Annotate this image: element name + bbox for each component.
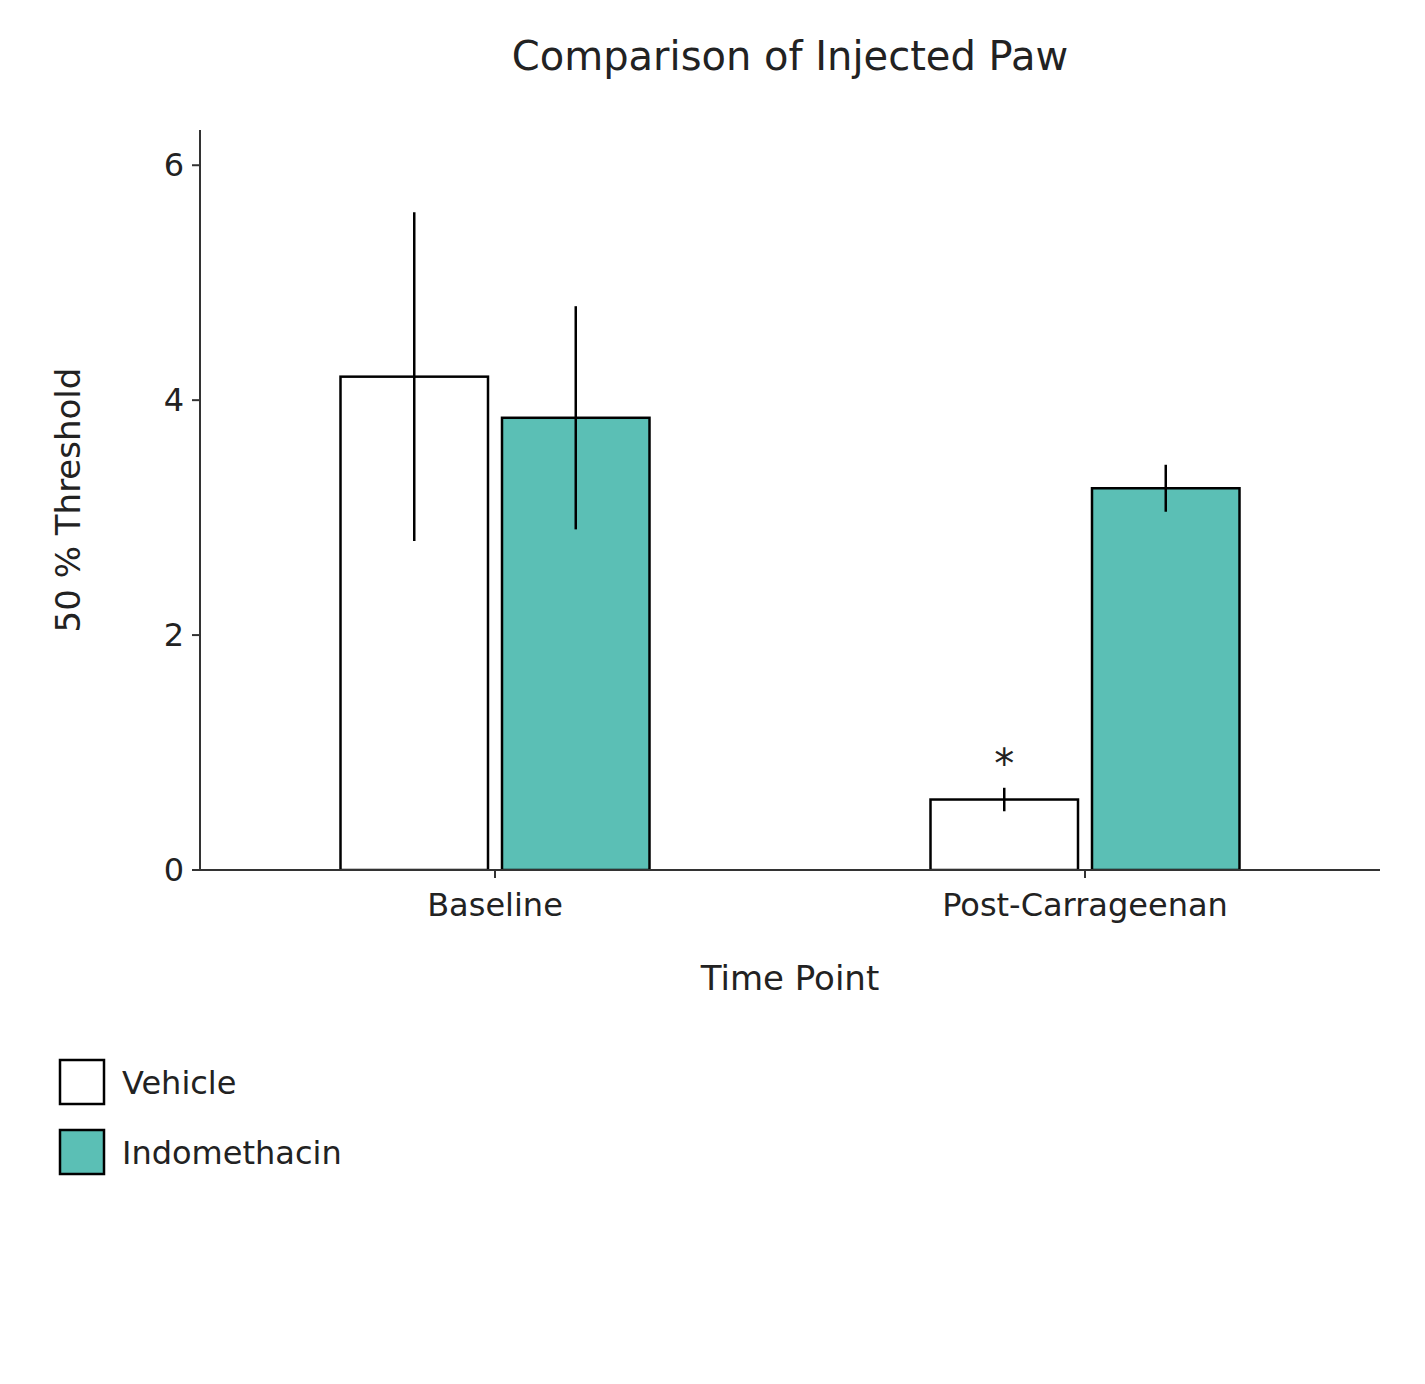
legend-swatch (60, 1060, 104, 1104)
legend-label: Vehicle (122, 1064, 236, 1102)
y-tick (192, 399, 200, 401)
x-tick-label: Post-Carrageenan (942, 886, 1228, 924)
y-axis-line (199, 130, 201, 870)
bars (341, 212, 1240, 870)
y-tick-label: 4 (164, 381, 184, 419)
x-axis-line (200, 869, 1380, 871)
x-tick (1084, 870, 1086, 878)
title: Comparison of Injected Paw (512, 33, 1068, 79)
chart-svg: Comparison of Injected Paw 0 2 4 6 * Baseline P… (0, 0, 1425, 1384)
y-tick (192, 634, 200, 636)
y-tick-label: 0 (164, 851, 184, 889)
y-tick (192, 869, 200, 871)
y-axis-label: 50 % Threshold (48, 368, 88, 633)
error-bar (1165, 465, 1168, 512)
chart-container: Comparison of Injected Paw 0 2 4 6 * Baseline P… (0, 0, 1425, 1384)
legend-swatch (60, 1130, 104, 1174)
annotation: * (994, 741, 1014, 787)
legend: Vehicle Indomethacin (60, 1060, 342, 1174)
y-tick-label: 2 (164, 616, 184, 654)
y-tick (192, 164, 200, 166)
x-axis-label: Time Point (700, 958, 879, 998)
bar (1092, 488, 1240, 870)
error-bar (413, 212, 416, 541)
legend-label: Indomethacin (122, 1134, 342, 1172)
y-tick-label: 6 (164, 146, 184, 184)
error-bar (575, 306, 578, 529)
error-bar (1003, 788, 1006, 811)
x-tick-label: Baseline (427, 886, 563, 924)
x-tick (494, 870, 496, 878)
